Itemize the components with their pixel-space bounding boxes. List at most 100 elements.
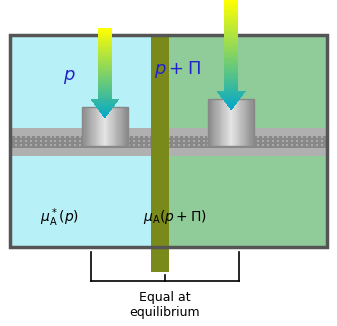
Bar	[224, 22, 238, 23]
Bar	[224, 84, 238, 85]
Bar	[228, 99, 229, 146]
Bar	[224, 72, 238, 73]
Bar	[109, 144, 111, 146]
Text: $\mathit{p}$: $\mathit{p}$	[63, 68, 75, 86]
Bar	[98, 32, 112, 33]
Bar	[234, 99, 235, 146]
Bar	[197, 136, 200, 138]
Bar	[59, 144, 61, 146]
Bar	[40, 144, 42, 146]
Bar	[10, 144, 12, 146]
Bar	[153, 136, 155, 138]
Bar	[79, 144, 81, 146]
Bar	[224, 43, 238, 44]
Bar	[224, 11, 238, 12]
Bar	[98, 89, 112, 90]
Bar	[168, 136, 170, 138]
Bar	[69, 136, 71, 138]
Bar	[224, 58, 238, 59]
Bar	[326, 144, 328, 146]
Bar	[98, 38, 112, 39]
Bar	[25, 140, 27, 142]
Bar	[281, 136, 283, 138]
Bar	[10, 35, 156, 247]
Bar	[98, 63, 112, 64]
Bar	[98, 83, 112, 84]
Bar	[224, 38, 238, 39]
Bar	[98, 95, 112, 96]
Bar	[114, 136, 116, 138]
Bar	[183, 140, 185, 142]
Bar	[124, 136, 126, 138]
Bar	[98, 56, 112, 57]
Bar	[267, 144, 269, 146]
Bar	[89, 107, 91, 146]
Bar	[208, 140, 210, 142]
Bar	[242, 140, 244, 142]
Bar	[126, 107, 128, 146]
Bar	[225, 99, 227, 146]
Bar	[98, 34, 112, 35]
Bar	[98, 85, 112, 86]
Bar	[224, 3, 238, 4]
Bar	[224, 15, 238, 16]
Bar	[98, 69, 112, 70]
Bar	[35, 140, 37, 142]
Bar	[214, 99, 216, 146]
Bar	[158, 136, 160, 138]
Bar	[102, 107, 104, 146]
Bar	[44, 140, 47, 142]
Bar	[10, 35, 327, 247]
Bar	[119, 140, 121, 142]
Bar	[224, 68, 238, 69]
Bar	[82, 107, 127, 146]
Bar	[168, 140, 170, 142]
Bar	[119, 136, 121, 138]
Bar	[92, 107, 94, 146]
Bar	[173, 136, 175, 138]
Bar	[224, 31, 238, 32]
Bar	[91, 107, 93, 146]
Bar	[224, 75, 238, 77]
Bar	[245, 99, 246, 146]
Bar	[104, 144, 106, 146]
Bar	[224, 55, 238, 57]
Bar	[301, 136, 303, 138]
Bar	[224, 77, 238, 78]
Bar	[277, 144, 279, 146]
Bar	[188, 136, 190, 138]
Bar	[217, 144, 219, 146]
Bar	[224, 26, 238, 27]
Bar	[227, 99, 228, 146]
Bar	[95, 107, 96, 146]
Bar	[153, 140, 155, 142]
Bar	[156, 35, 327, 247]
Bar	[83, 107, 85, 146]
Bar	[84, 136, 86, 138]
Bar	[224, 32, 238, 33]
Bar	[301, 140, 303, 142]
Bar	[224, 51, 238, 52]
Bar	[232, 140, 234, 142]
Bar	[238, 99, 240, 146]
Bar	[267, 140, 269, 142]
Bar	[262, 144, 264, 146]
Bar	[133, 140, 135, 142]
Bar	[98, 71, 112, 72]
Bar	[98, 30, 112, 31]
Bar	[98, 35, 112, 36]
Bar	[229, 99, 231, 146]
Bar	[306, 136, 308, 138]
Bar	[277, 136, 279, 138]
Bar	[224, 17, 238, 19]
Bar	[98, 99, 112, 100]
Bar	[105, 107, 106, 146]
Bar	[217, 140, 219, 142]
Bar	[242, 136, 244, 138]
Bar	[252, 99, 253, 146]
Bar	[110, 107, 111, 146]
Bar	[114, 107, 116, 146]
Bar	[20, 140, 22, 142]
Bar	[321, 140, 323, 142]
Bar	[224, 48, 238, 49]
